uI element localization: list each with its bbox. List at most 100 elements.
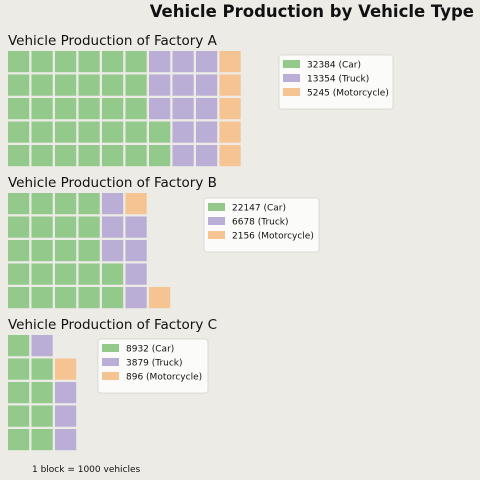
factory-c-block-car [8, 382, 30, 404]
factory-b-block-car [8, 263, 30, 285]
factory-b-block-car [55, 216, 77, 238]
factory-a-block-truck [172, 98, 194, 120]
factory-c-legend-label-car: 8932 (Car) [126, 345, 174, 355]
factory-a-legend-label-motorcycle: 5245 (Motorcycle) [307, 89, 389, 99]
factory-b-block-car [8, 193, 30, 215]
factory-c-waffle: Vehicle Production of Factory C 8932 (Car… [8, 317, 217, 451]
factory-c-block-car [31, 405, 53, 427]
factory-a-block-truck [172, 145, 194, 167]
factory-b-title: Vehicle Production of Factory B [8, 175, 217, 191]
factory-a-block-car [102, 74, 124, 96]
factory-a-block-car [55, 74, 77, 96]
factory-a-block-car [55, 98, 77, 120]
factory-b-block-car [8, 287, 30, 309]
block-unit-note: 1 block = 1000 vehicles [32, 465, 141, 475]
factory-c-block-car [31, 382, 53, 404]
factory-b-waffle: Vehicle Production of Factory B 22147 (Ca… [8, 175, 320, 309]
factory-c-block-truck [55, 429, 77, 451]
factory-a-block-truck [172, 121, 194, 143]
factory-a-block-car [78, 51, 100, 73]
factory-a-waffle: Vehicle Production of Factory A 32384 (Ca… [8, 33, 394, 167]
factory-c-block-car [31, 358, 53, 380]
factory-a-block-car [31, 51, 53, 73]
factory-b-block-truck [125, 263, 147, 285]
factory-a-block-truck [196, 51, 218, 73]
factory-b-legend-frame [203, 197, 320, 253]
factory-a-block-car [78, 121, 100, 143]
factory-b-block-car [31, 193, 53, 215]
factory-b-block-car [78, 287, 100, 309]
factory-b-block-car [55, 240, 77, 262]
factory-a-block-truck [196, 145, 218, 167]
factory-a-block-car [8, 98, 30, 120]
factory-a-block-car [102, 145, 124, 167]
factory-c-block-car [31, 429, 53, 451]
factory-a-block-car [125, 145, 147, 167]
factory-b-legend-label-car: 22147 (Car) [232, 204, 286, 214]
factory-a-block-motorcycle [219, 98, 241, 120]
factory-b-legend-swatch-car [208, 203, 225, 211]
factory-b-legend-label-motorcycle: 2156 (Motorcycle) [232, 232, 314, 242]
factory-c-legend-swatch-car [102, 344, 119, 352]
factory-a-legend: 32384 (Car) 13354 (Truck) 5245 (Motorcycle… [278, 54, 394, 110]
factory-a-block-car [55, 145, 77, 167]
factory-a-block-motorcycle [219, 145, 241, 167]
factory-a-title: Vehicle Production of Factory A [8, 33, 218, 49]
factory-a-block-car [8, 121, 30, 143]
factory-b-block-truck [102, 216, 124, 238]
factory-c-block-motorcycle [55, 358, 77, 380]
factory-a-block-car [31, 121, 53, 143]
factory-a-block-truck [172, 74, 194, 96]
factory-b-block-car [78, 216, 100, 238]
factory-a-block-car [55, 51, 77, 73]
factory-b-block-truck [102, 240, 124, 262]
factory-c-block-car [8, 405, 30, 427]
factory-c-legend-swatch-motorcycle [102, 372, 119, 380]
factory-a-block-car [125, 51, 147, 73]
factory-b-block-car [31, 263, 53, 285]
factory-b-legend-swatch-truck [208, 217, 225, 225]
factory-a-block-truck [149, 74, 171, 96]
factory-b-block-motorcycle [149, 287, 171, 309]
factory-a-block-car [55, 121, 77, 143]
factory-c-block-truck [55, 405, 77, 427]
factory-a-legend-label-car: 32384 (Car) [307, 61, 361, 71]
factory-a-legend-label-truck: 13354 (Truck) [307, 75, 369, 85]
factory-c-legend-frame [97, 338, 209, 394]
factory-b-block-truck [102, 193, 124, 215]
factory-b-block-motorcycle [125, 193, 147, 215]
factory-a-block-car [31, 74, 53, 96]
factory-c-block-truck [55, 382, 77, 404]
factory-b-block-car [55, 287, 77, 309]
factory-a-block-car [102, 51, 124, 73]
factory-a-block-truck [149, 98, 171, 120]
factory-b-block-truck [125, 216, 147, 238]
factory-a-block-car [125, 121, 147, 143]
factory-a-block-car [31, 98, 53, 120]
factory-b-block-car [102, 287, 124, 309]
factory-a-block-motorcycle [219, 51, 241, 73]
factory-a-block-motorcycle [219, 121, 241, 143]
factory-b-block-car [31, 240, 53, 262]
factory-c-legend-swatch-truck [102, 358, 119, 366]
factory-a-block-truck [172, 51, 194, 73]
factory-c-block-car [8, 429, 30, 451]
factory-a-block-truck [196, 98, 218, 120]
factory-b-legend: 22147 (Car) 6678 (Truck) 2156 (Motorcycle) [203, 197, 320, 253]
factory-a-block-car [125, 98, 147, 120]
factory-a-block-truck [196, 74, 218, 96]
factory-b-block-car [55, 193, 77, 215]
factory-a-block-car [8, 51, 30, 73]
factory-a-block-car [78, 98, 100, 120]
factory-a-block-car [31, 145, 53, 167]
factory-c-block-car [8, 358, 30, 380]
factory-c-legend: 8932 (Car) 3879 (Truck) 896 (Motorcycle) [97, 338, 209, 394]
factory-a-legend-swatch-truck [283, 74, 300, 82]
factory-a-block-car [8, 74, 30, 96]
factory-b-legend-swatch-motorcycle [208, 231, 225, 239]
factory-a-block-car [78, 74, 100, 96]
factory-b-block-car [8, 240, 30, 262]
factory-b-block-car [55, 263, 77, 285]
factory-b-block-car [31, 287, 53, 309]
